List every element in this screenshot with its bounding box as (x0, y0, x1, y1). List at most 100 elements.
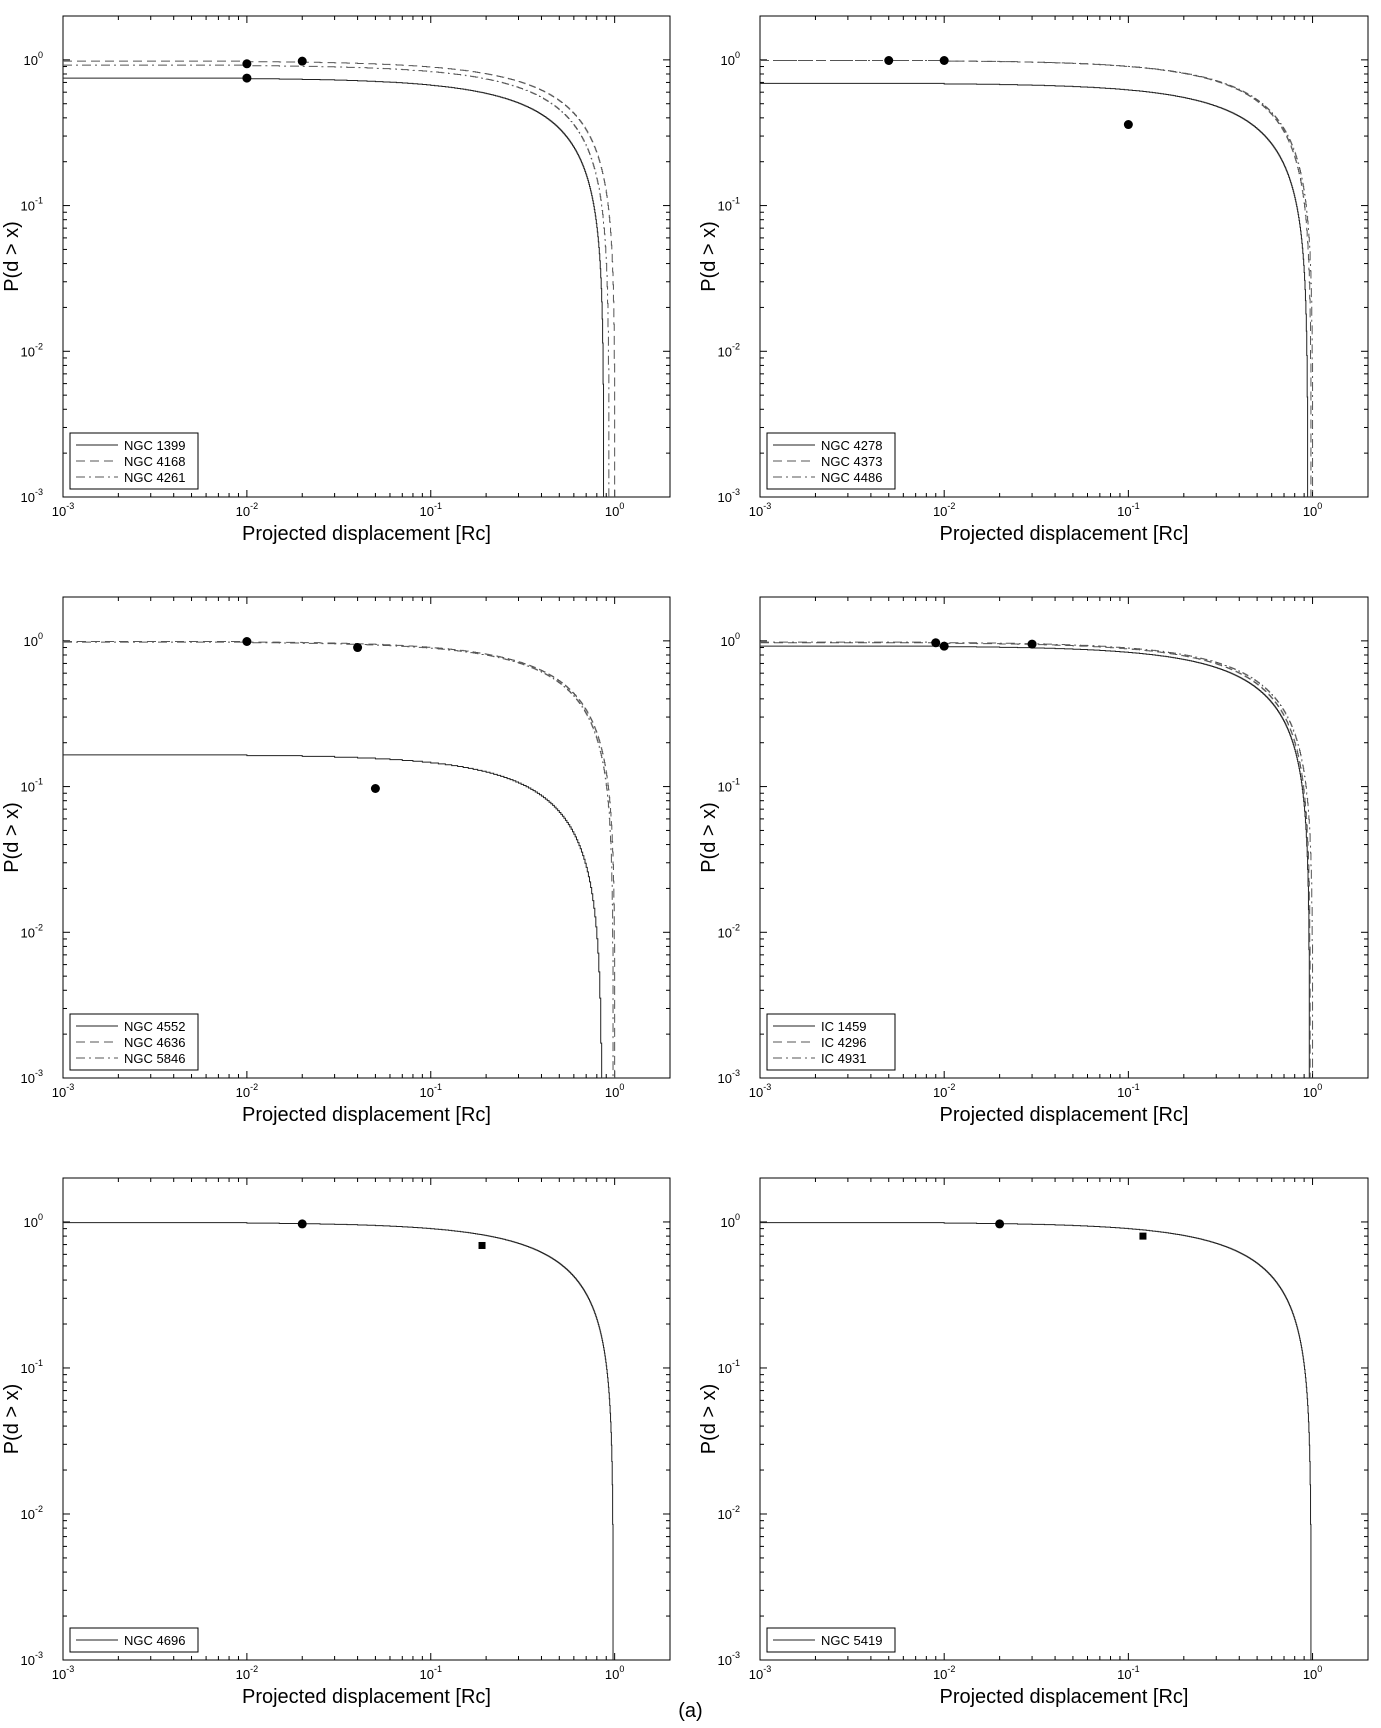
series-line (760, 642, 1311, 1078)
series-group (760, 1222, 1312, 1660)
y-tick-label: 10-3 (21, 1650, 43, 1668)
y-tick-label: 100 (24, 50, 43, 68)
data-point (995, 1219, 1005, 1229)
data-point (1027, 639, 1037, 649)
x-tick-label: 10-2 (933, 501, 955, 519)
y-tick-label: 10-2 (718, 1504, 740, 1522)
legend-label: NGC 4696 (124, 1633, 185, 1648)
data-point (242, 636, 252, 646)
x-tick-label: 100 (1303, 501, 1322, 519)
plot-frame (759, 1177, 1369, 1661)
y-tick-label: 10-2 (21, 922, 43, 940)
x-axis-label: Projected displacement [Rc] (939, 1104, 1188, 1126)
data-point (297, 56, 307, 66)
legend-label: IC 1459 (821, 1019, 867, 1034)
y-tick-label: 10-1 (718, 777, 740, 795)
series-group (760, 641, 1314, 1078)
x-tick-label: 10-1 (1117, 1082, 1139, 1100)
plot-frame (62, 1177, 671, 1661)
y-tick-label: 100 (721, 1212, 740, 1230)
x-tick-label: 10-3 (52, 1664, 74, 1682)
y-tick-label: 10-2 (21, 341, 43, 359)
x-tick-label: 10-2 (933, 1664, 955, 1682)
plot-frame (62, 15, 671, 498)
data-point (1123, 120, 1133, 130)
x-tick-label: 10-1 (420, 1664, 442, 1682)
data-point (931, 638, 941, 648)
x-axis-label: Projected displacement [Rc] (242, 1104, 491, 1126)
y-tick-label: 10-3 (718, 487, 740, 505)
y-tick-label: 10-2 (21, 1504, 43, 1522)
x-axis-label: Projected displacement [Rc] (939, 523, 1188, 545)
series-line (63, 641, 616, 1078)
y-tick-label: 10-1 (21, 196, 43, 214)
data-point (297, 1219, 307, 1229)
y-axis-label: P(d > x) (698, 1384, 720, 1455)
x-tick-label: 100 (605, 501, 624, 519)
x-tick-label: 10-3 (749, 1664, 771, 1682)
x-tick-label: 10-1 (420, 1082, 442, 1100)
y-tick-label: 10-3 (718, 1650, 740, 1668)
series-group (63, 1222, 614, 1660)
series-line (760, 645, 1310, 1078)
x-tick-label: 10-3 (749, 1082, 771, 1100)
x-tick-label: 10-2 (236, 501, 258, 519)
y-tick-label: 10-3 (718, 1068, 740, 1086)
series-line (760, 1222, 1312, 1660)
series-line (760, 82, 1309, 497)
series-line (760, 641, 1314, 1078)
x-tick-label: 10-1 (420, 501, 442, 519)
y-axis-label: P(d > x) (1, 1384, 23, 1455)
y-tick-label: 100 (721, 631, 740, 649)
series-line (63, 60, 616, 497)
legend-label: NGC 4486 (821, 470, 882, 485)
series-line (63, 641, 614, 1078)
x-tick-label: 100 (605, 1082, 624, 1100)
data-point-square (478, 1241, 486, 1249)
data-point (370, 784, 380, 794)
x-tick-label: 100 (1303, 1082, 1322, 1100)
x-tick-label: 10-3 (52, 501, 74, 519)
x-tick-label: 10-1 (1117, 501, 1139, 519)
y-tick-label: 10-3 (21, 1068, 43, 1086)
chart-panel: 10-3 10-2 10-1 100 10-3 10-2 10-1 100 Projected … (698, 15, 1369, 545)
chart-panel: 10-3 10-2 10-1 100 10-3 10-2 10-1 100 Projected … (1, 1177, 671, 1708)
series-line (63, 1222, 614, 1660)
plot-frame (62, 596, 671, 1079)
plot-frame (759, 15, 1369, 498)
series-line (63, 77, 605, 497)
data-point (353, 643, 363, 653)
legend-label: NGC 4278 (821, 438, 882, 453)
data-point-square (1139, 1232, 1147, 1240)
y-axis-label: P(d > x) (1, 802, 23, 873)
y-tick-label: 10-1 (718, 1358, 740, 1376)
x-tick-label: 10-1 (1117, 1664, 1139, 1682)
x-tick-label: 10-2 (236, 1082, 258, 1100)
legend-label: NGC 4168 (124, 454, 185, 469)
x-tick-label: 10-3 (749, 501, 771, 519)
series-group (760, 59, 1314, 497)
series-group (63, 60, 616, 497)
legend-label: NGC 4261 (124, 470, 185, 485)
legend-label: NGC 1399 (124, 438, 185, 453)
legend-label: NGC 5846 (124, 1051, 185, 1066)
data-point (242, 59, 252, 69)
x-axis-label: Projected displacement [Rc] (939, 1686, 1188, 1708)
series-line (63, 754, 603, 1078)
legend-label: NGC 4373 (821, 454, 882, 469)
legend-label: NGC 4552 (124, 1019, 185, 1034)
x-axis-label: Projected displacement [Rc] (242, 1686, 491, 1708)
chart-panel: 10-3 10-2 10-1 100 10-3 10-2 10-1 100 Projected … (1, 596, 671, 1126)
x-axis-label: Projected displacement [Rc] (242, 523, 491, 545)
y-tick-label: 100 (24, 1212, 43, 1230)
x-tick-label: 100 (605, 1664, 624, 1682)
legend-label: IC 4931 (821, 1051, 867, 1066)
x-tick-label: 10-2 (933, 1082, 955, 1100)
x-tick-label: 10-3 (52, 1082, 74, 1100)
y-tick-label: 10-2 (718, 922, 740, 940)
series-line (63, 64, 610, 497)
y-tick-label: 10-2 (718, 341, 740, 359)
y-tick-label: 100 (24, 631, 43, 649)
series-line (760, 59, 1314, 497)
